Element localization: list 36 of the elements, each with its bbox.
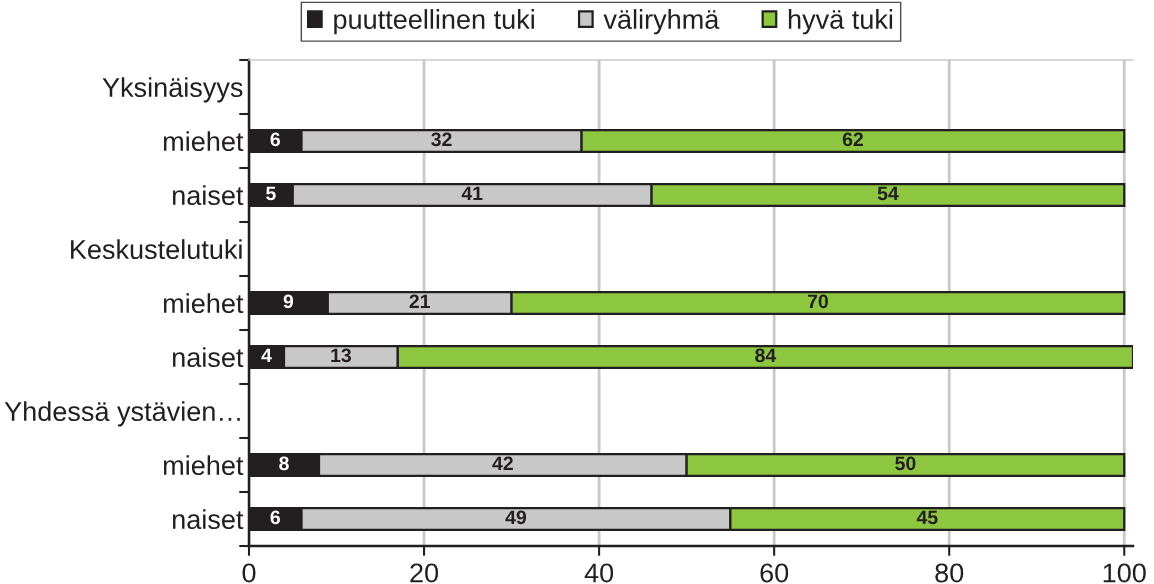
data-label: 9 — [283, 294, 294, 309]
y-tick-label: Yhdessä ystävien… — [4, 401, 240, 427]
x-tick-label: 80 — [935, 563, 964, 583]
x-tick-label: 100 — [1103, 563, 1146, 583]
y-tick-label: Yksinäisyys — [102, 77, 243, 103]
data-label: 6 — [270, 132, 280, 147]
data-label: 45 — [916, 510, 938, 525]
legend-label: puutteellinen tuki — [334, 9, 534, 35]
y-tick-label: Keskustelutuki — [71, 239, 242, 260]
data-label: 42 — [492, 456, 513, 471]
data-label: 50 — [895, 456, 916, 471]
data-label: 32 — [431, 132, 452, 147]
legend-label: hyvä tuki — [788, 9, 893, 35]
data-label: 70 — [807, 294, 828, 309]
data-label: 13 — [331, 348, 352, 363]
data-label: 8 — [279, 456, 289, 471]
data-label: 21 — [409, 294, 430, 309]
data-label: 6 — [270, 510, 280, 525]
y-tick-label: miehet — [163, 455, 244, 476]
data-label: 4 — [261, 348, 272, 363]
y-tick-label: naiset — [172, 509, 244, 530]
x-tick-label: 60 — [760, 563, 789, 583]
data-label: 49 — [505, 510, 527, 525]
data-label: 41 — [461, 186, 483, 201]
legend-label: väliryhmä — [603, 9, 720, 35]
data-label: 84 — [755, 348, 777, 363]
y-tick-label: naiset — [172, 347, 244, 368]
data-label: 62 — [842, 132, 863, 147]
data-label: 5 — [266, 186, 276, 201]
y-tick-label: miehet — [163, 131, 244, 152]
y-tick-label: miehet — [163, 293, 244, 314]
data-label: 54 — [877, 186, 899, 201]
y-tick-label: naiset — [172, 185, 244, 206]
x-tick-label: 40 — [584, 563, 614, 583]
x-tick-label: 20 — [410, 563, 439, 583]
x-tick-label: 0 — [242, 563, 256, 583]
